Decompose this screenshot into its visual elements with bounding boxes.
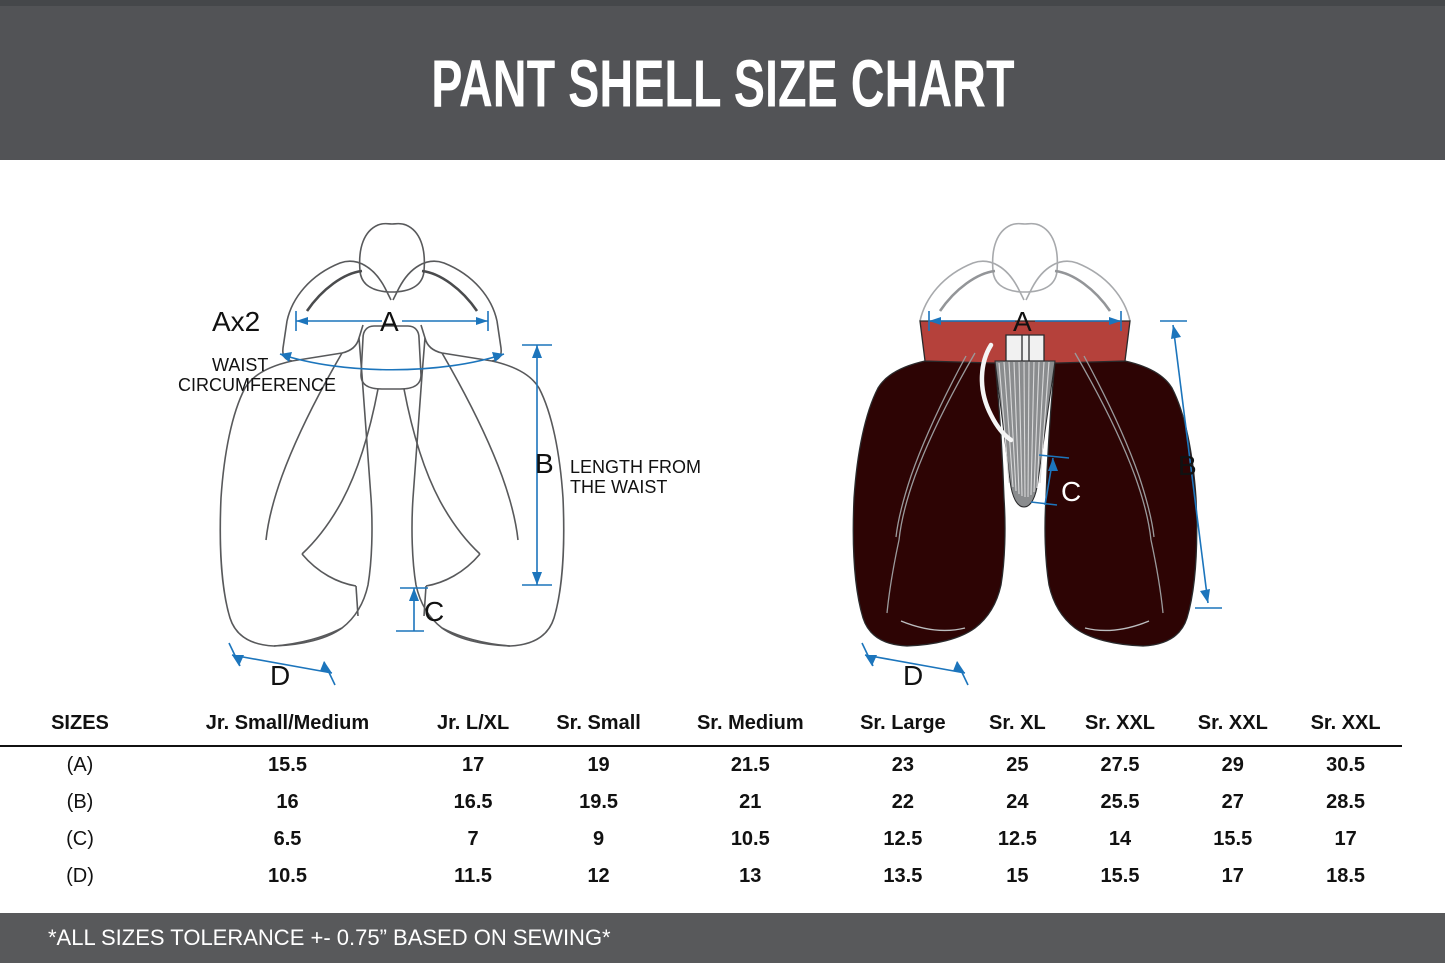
- svg-text:B: B: [535, 448, 554, 479]
- svg-text:C: C: [424, 596, 444, 627]
- svg-text:Ax2: Ax2: [212, 306, 260, 337]
- svg-text:LENGTH FROM: LENGTH FROM: [570, 457, 701, 477]
- svg-text:WAIST: WAIST: [212, 355, 268, 375]
- svg-text:B: B: [1178, 450, 1197, 481]
- svg-text:D: D: [270, 660, 290, 691]
- svg-text:A: A: [1013, 306, 1032, 337]
- svg-text:C: C: [1061, 476, 1081, 507]
- svg-text:A: A: [380, 306, 399, 337]
- svg-text:CIRCUMFERENCE: CIRCUMFERENCE: [178, 375, 336, 395]
- svg-text:THE WAIST: THE WAIST: [570, 477, 667, 497]
